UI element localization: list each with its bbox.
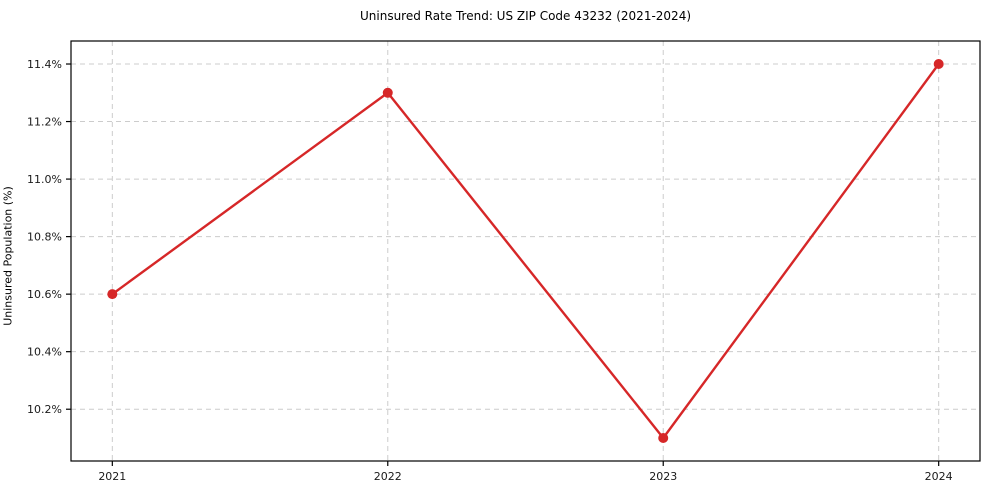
chart-title: Uninsured Rate Trend: US ZIP Code 43232 … — [359, 9, 692, 23]
data-line — [111, 62, 940, 440]
x-tick-label: 2022 — [374, 470, 402, 483]
data-point — [382, 87, 393, 98]
data-point — [107, 289, 118, 300]
plot-frame — [70, 40, 981, 462]
y-tick-label: 10.2% — [27, 403, 62, 416]
x-tick-label: 2021 — [98, 470, 126, 483]
y-tick-label: 10.8% — [27, 231, 62, 244]
y-tick-label: 11.0% — [27, 173, 62, 186]
data-point — [658, 432, 669, 443]
y-tick-label: 11.2% — [27, 116, 62, 129]
data-point — [933, 59, 944, 70]
x-tick-label: 2024 — [925, 470, 953, 483]
x-tick-label: 2023 — [649, 470, 677, 483]
y-tick-label: 10.6% — [27, 288, 62, 301]
y-tick-label: 11.4% — [27, 58, 62, 71]
y-tick-label: 10.4% — [27, 346, 62, 359]
